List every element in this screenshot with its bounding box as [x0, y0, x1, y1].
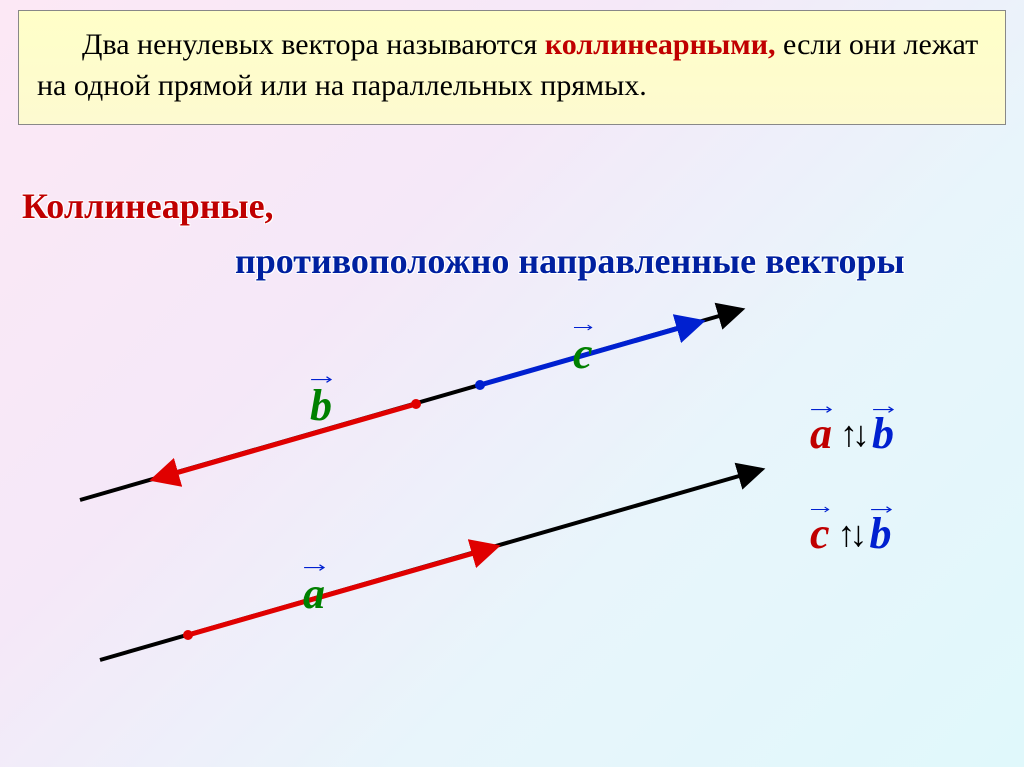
- rel2-left: c: [810, 508, 830, 559]
- rel1-left-letter: a: [810, 409, 832, 458]
- vector-a-letter: a: [303, 569, 325, 618]
- rel1-left: a: [810, 408, 832, 459]
- arrow-over-icon: [810, 502, 830, 516]
- vector-b-letter: b: [310, 381, 332, 430]
- vector-label-b: b: [310, 380, 332, 431]
- antiparallel-icon: ↑↓: [838, 516, 862, 552]
- rel1-right-letter: b: [872, 409, 894, 458]
- arrow-over-icon: [870, 502, 892, 516]
- rel1-right: b: [872, 408, 894, 459]
- arrow-over-icon: [303, 560, 325, 574]
- arrow-over-icon: [310, 372, 332, 386]
- rel2-left-letter: c: [810, 509, 830, 558]
- rel2-right-letter: b: [870, 509, 892, 558]
- vector-label-a: a: [303, 568, 325, 619]
- relation-c-b: c ↑↓ b: [810, 508, 892, 559]
- vector-c-letter: c: [573, 329, 593, 378]
- arrow-over-icon: [810, 402, 832, 416]
- relation-a-b: a ↑↓ b: [810, 408, 894, 459]
- vector-diagram: [0, 0, 1024, 767]
- arrow-over-icon: [872, 402, 894, 416]
- arrow-over-icon: [573, 320, 593, 334]
- antiparallel-icon: ↑↓: [840, 416, 864, 452]
- rel2-right: b: [870, 508, 892, 559]
- vector-label-c: c: [573, 328, 593, 379]
